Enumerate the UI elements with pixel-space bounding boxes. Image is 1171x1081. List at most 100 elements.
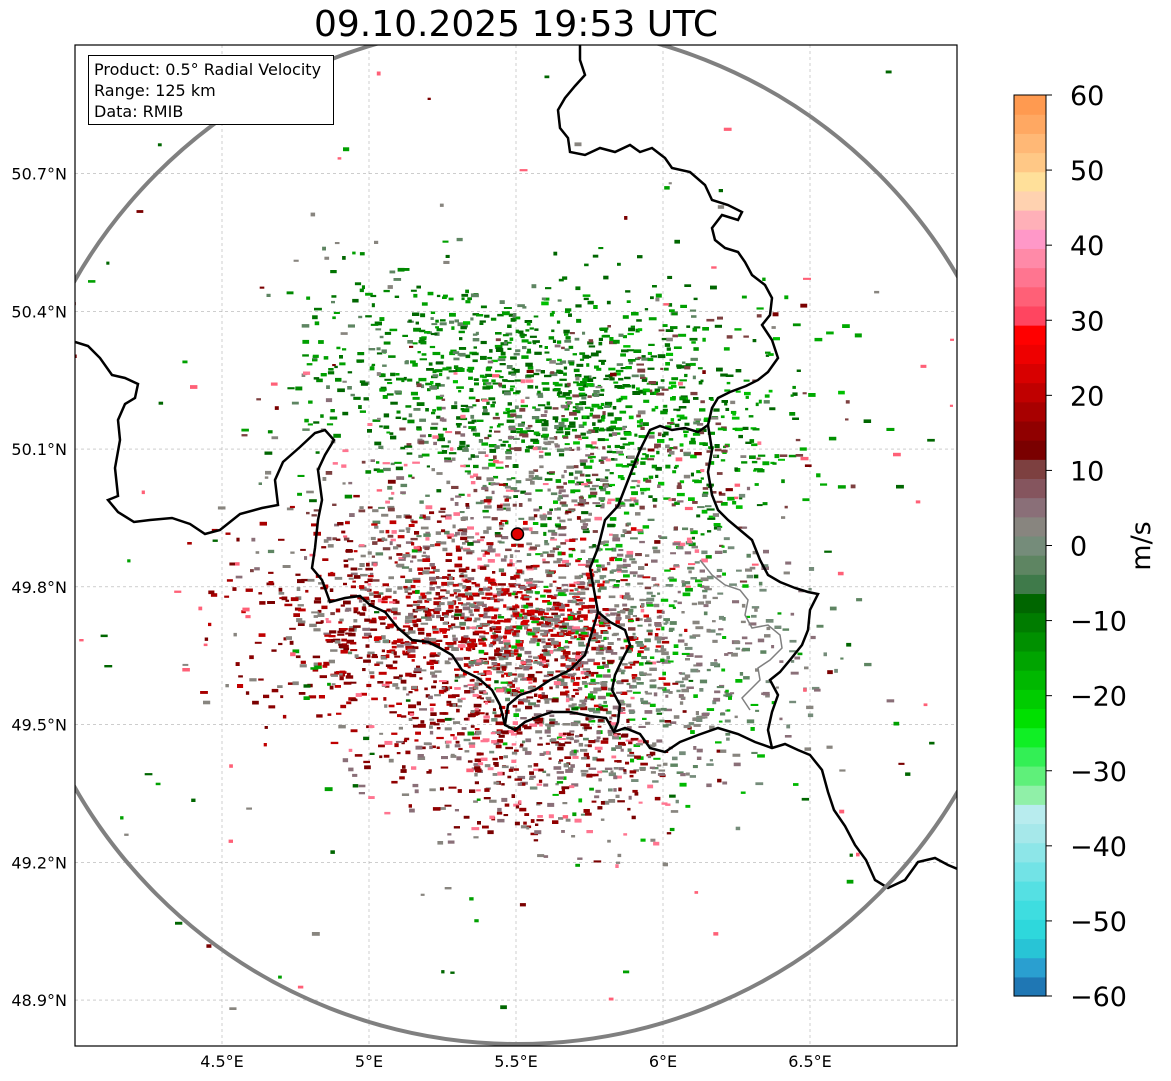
echo-pixel [544, 442, 552, 446]
echo-pixel [325, 639, 331, 642]
echo-pixel [453, 512, 460, 516]
echo-pixel [432, 435, 439, 439]
echo-pixel [376, 372, 381, 376]
echo-pixel [522, 346, 527, 350]
echo-pixel [374, 639, 381, 643]
echo-pixel [429, 703, 436, 706]
echo-pixel [627, 611, 633, 615]
echo-pixel [510, 487, 518, 490]
echo-pixel [676, 485, 682, 489]
echo-pixel [498, 356, 507, 359]
echo-pixel [515, 708, 521, 712]
echo-pixel [472, 693, 479, 697]
echo-pixel [502, 686, 507, 690]
echo-pixel [614, 385, 623, 389]
echo-pixel [413, 600, 418, 604]
echo-pixel [505, 548, 512, 552]
echo-pixel [487, 360, 494, 364]
echo-pixel [582, 294, 591, 297]
echo-pixel [448, 786, 457, 789]
echo-pixel [394, 743, 399, 748]
echo-pixel [741, 603, 746, 608]
echo-pixel [348, 481, 353, 485]
echo-pixel [465, 592, 473, 596]
echo-pixel [431, 323, 438, 326]
echo-pixel [611, 714, 616, 717]
echo-pixel [595, 386, 603, 389]
echo-pixel [583, 297, 589, 301]
echo-pixel [581, 501, 590, 505]
echo-pixel [639, 374, 645, 377]
echo-pixel [494, 344, 503, 348]
colorbar-block [1014, 708, 1046, 729]
echo-pixel [413, 293, 418, 298]
echo-pixel [560, 542, 567, 545]
echo-pixel [814, 337, 823, 342]
echo-pixel [572, 688, 580, 692]
echo-pixel [436, 415, 441, 419]
echo-pixel [525, 705, 533, 710]
echo-pixel [293, 613, 300, 617]
echo-pixel [746, 615, 751, 618]
echo-pixel [475, 501, 483, 505]
echo-pixel [418, 377, 427, 382]
echo-pixel [684, 581, 691, 585]
echo-pixel [364, 659, 371, 663]
echo-pixel [600, 461, 605, 464]
echo-pixel [369, 671, 375, 675]
echo-pixel [345, 549, 353, 553]
echo-pixel [557, 516, 561, 520]
echo-pixel [597, 405, 603, 410]
echo-pixel [527, 498, 532, 502]
echo-pixel [420, 526, 429, 530]
echo-pixel [391, 732, 398, 735]
echo-pixel [535, 609, 539, 613]
echo-pixel [689, 337, 698, 341]
echo-pixel [371, 655, 378, 659]
echo-pixel [445, 431, 453, 434]
echo-pixel [574, 417, 578, 420]
echo-pixel [568, 785, 575, 789]
echo-pixel [593, 305, 598, 309]
echo-pixel [684, 366, 691, 370]
echo-pixel [630, 737, 639, 741]
echo-pixel [482, 587, 491, 591]
echo-pixel [408, 615, 416, 619]
echo-pixel [708, 515, 716, 518]
echo-pixel [745, 568, 753, 572]
echo-pixel [403, 585, 408, 589]
echo-pixel [451, 615, 456, 618]
echo-pixel [350, 681, 357, 684]
echo-pixel [410, 560, 414, 563]
echo-pixel [663, 497, 671, 500]
echo-pixel [614, 444, 620, 448]
echo-pixel [672, 396, 676, 400]
echo-pixel [598, 247, 604, 250]
echo-pixel [500, 572, 507, 576]
echo-pixel [519, 433, 524, 437]
echo-pixel [816, 624, 824, 628]
echo-pixel [506, 681, 513, 684]
echo-pixel [579, 358, 585, 361]
echo-pixel [627, 455, 635, 459]
echo-pixel [391, 645, 397, 649]
echo-pixel [816, 473, 821, 478]
echo-pixel [364, 581, 369, 584]
echo-pixel [557, 620, 565, 624]
echo-pixel [524, 626, 529, 630]
echo-pixel [444, 460, 453, 463]
echo-pixel [250, 569, 254, 573]
colorbar-block [1014, 382, 1046, 403]
echo-pixel [523, 665, 531, 669]
echo-pixel [512, 605, 520, 609]
echo-pixel [635, 512, 641, 516]
echo-pixel [448, 605, 454, 609]
echo-pixel [316, 378, 323, 383]
echo-pixel [565, 690, 570, 694]
colorbar-block [1014, 267, 1046, 288]
echo-pixel [526, 430, 534, 432]
echo-pixel [304, 556, 308, 560]
echo-pixel [622, 335, 627, 339]
echo-pixel [640, 426, 645, 430]
echo-pixel [608, 433, 613, 437]
